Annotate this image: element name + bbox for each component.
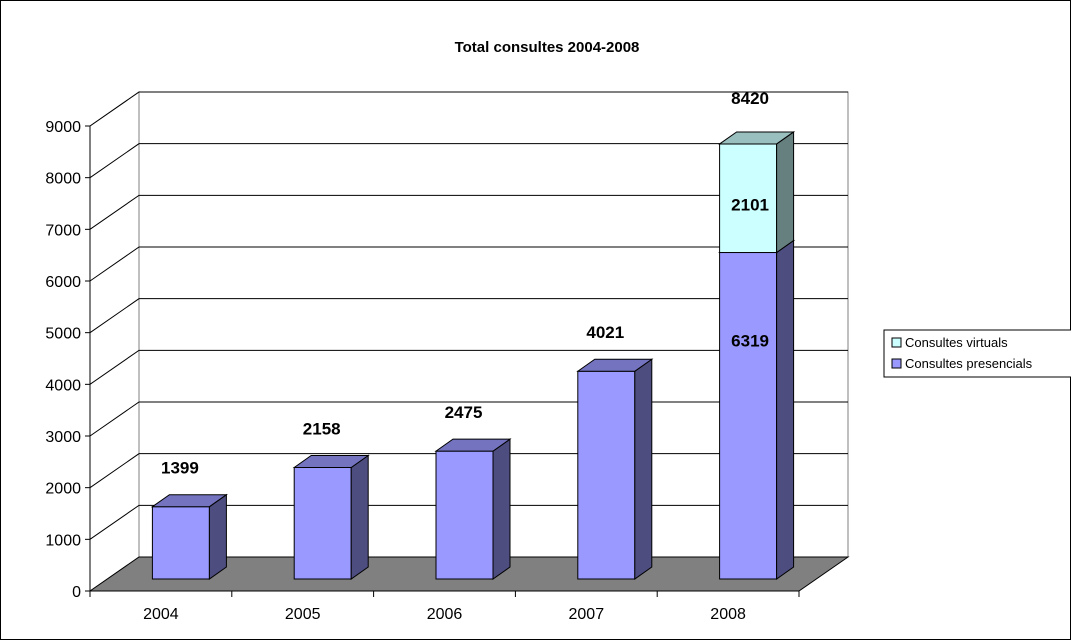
data-label-presencials: 6319 (731, 332, 769, 351)
y-tick-label: 4000 (45, 377, 81, 394)
bar-virtuals (718, 131, 796, 254)
chart-legend: Consultes virtuals Consultes presencials (883, 329, 1071, 378)
bar-presencials-front (435, 450, 494, 580)
gridline (89, 91, 848, 127)
legend-swatch (891, 337, 902, 348)
y-tick-label: 1000 (45, 532, 81, 549)
data-label-total: 8420 (731, 89, 769, 108)
bar-presencials-side (634, 358, 653, 580)
chart-data-labels: 1399 2158 2475 4021 6319 2101 8420 (161, 89, 769, 478)
chart-bars (150, 131, 796, 580)
x-tick-label: 2005 (285, 606, 321, 623)
data-label-virtuals: 2101 (731, 196, 769, 215)
data-label-presencials: 2158 (303, 420, 341, 439)
bar-presencials-front (577, 370, 636, 580)
gridline (89, 143, 848, 179)
gridline (89, 349, 848, 385)
bar-presencials-front (293, 467, 352, 580)
y-tick-label: 5000 (45, 326, 81, 343)
data-label-presencials: 1399 (161, 459, 199, 478)
bar-presencials-side (350, 454, 369, 580)
bar-presencials-side (776, 239, 795, 580)
bar-presencials-side (208, 493, 227, 580)
bar-presencials-side (492, 438, 511, 580)
bar-presencials (292, 454, 370, 580)
y-tick-label: 8000 (45, 171, 81, 188)
x-tick-label: 2006 (427, 606, 463, 623)
bar-presencials-front (151, 506, 210, 580)
legend-label: Consultes presencials (905, 356, 1033, 371)
gridline (89, 194, 848, 230)
bar-presencials-front (719, 252, 778, 580)
bar-presencials-top (150, 494, 228, 508)
data-label-presencials: 4021 (586, 323, 624, 342)
bar-presencials (576, 358, 654, 580)
chart-title: Total consultes 2004-2008 (455, 39, 640, 56)
bar-presencials-top (576, 358, 654, 372)
bar-virtuals-side (776, 131, 795, 254)
legend-swatch (891, 358, 902, 369)
data-label-presencials: 2475 (445, 403, 483, 422)
y-tick-label: 0 (72, 584, 81, 601)
bar-presencials (718, 239, 796, 580)
x-tick-label: 2007 (569, 606, 605, 623)
bar-virtuals-top (718, 131, 796, 145)
y-tick-label: 2000 (45, 481, 81, 498)
bar-presencials (150, 493, 228, 580)
y-tick-label: 6000 (45, 274, 81, 291)
chart-walls (88, 91, 850, 592)
y-tick-label: 3000 (45, 429, 81, 446)
bar-virtuals-front (719, 143, 778, 254)
gridline (89, 298, 848, 334)
y-tick-label: 7000 (45, 222, 81, 239)
x-tick-label: 2004 (143, 606, 179, 623)
gridline (89, 246, 848, 282)
chart-axes: 0 1000 2000 3000 4000 5000 6000 7000 8000 9000 200… (45, 119, 800, 623)
bar-presencials (434, 438, 512, 580)
y-tick-label: 9000 (45, 119, 81, 136)
bar-presencials-top (434, 438, 512, 452)
bar-presencials-top (292, 455, 370, 469)
side-wall (89, 91, 140, 592)
legend-box (883, 329, 1071, 378)
legend-label: Consultes virtuals (905, 335, 1008, 350)
x-tick-label: 2008 (710, 606, 746, 623)
